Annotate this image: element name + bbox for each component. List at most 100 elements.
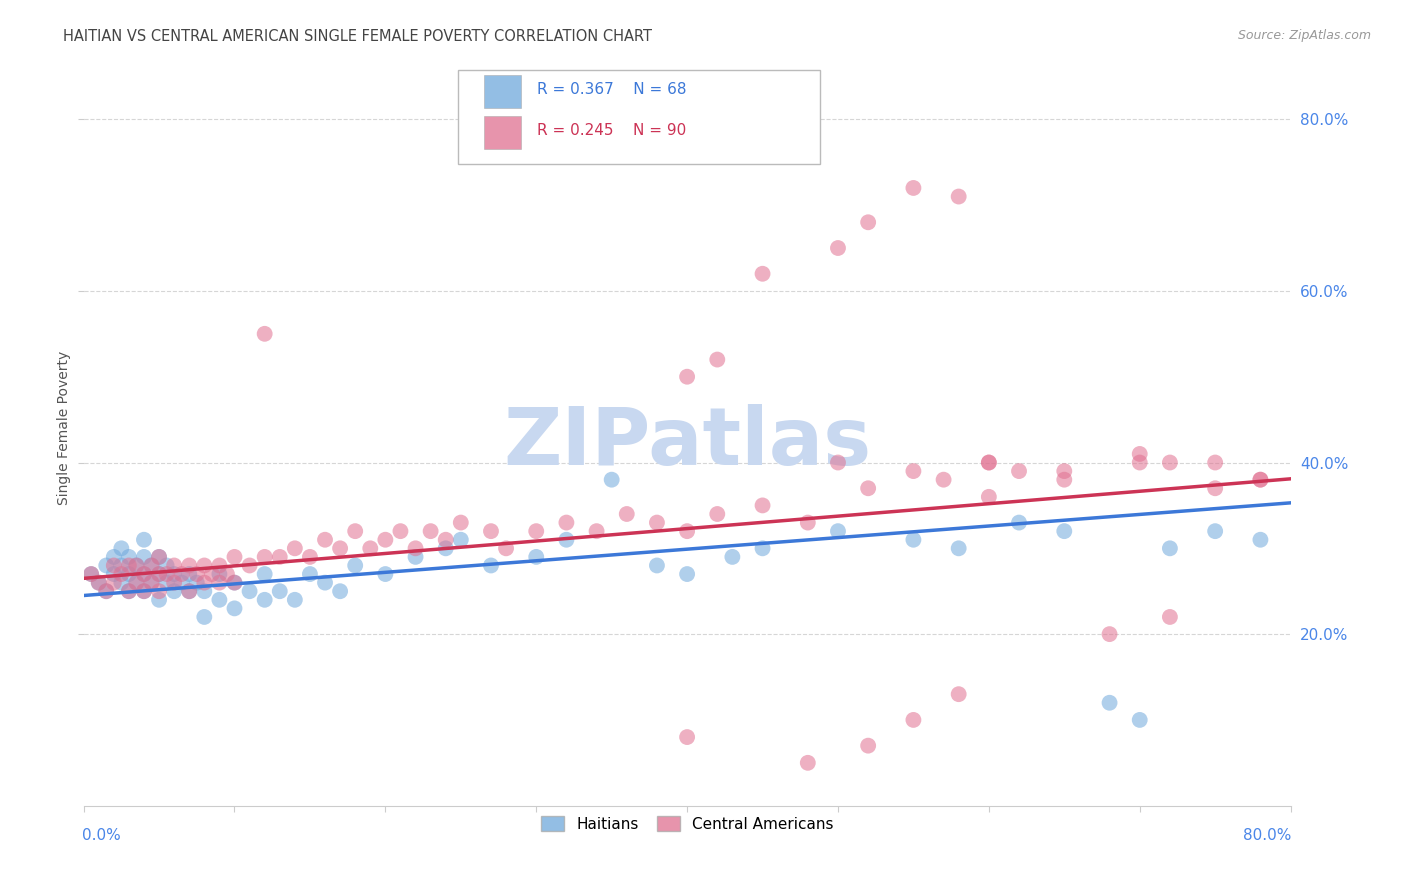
Point	[706, 352, 728, 367]
Point	[903, 713, 925, 727]
Point	[329, 541, 352, 556]
Point	[239, 558, 262, 573]
Point	[374, 567, 396, 582]
Point	[284, 592, 307, 607]
Point	[676, 369, 699, 384]
Point	[208, 575, 231, 590]
Point	[132, 549, 155, 564]
Point	[118, 558, 141, 573]
Point	[186, 575, 208, 590]
Point	[616, 507, 638, 521]
Point	[193, 584, 215, 599]
Point	[201, 567, 224, 582]
Point	[1098, 627, 1121, 641]
Point	[1053, 473, 1076, 487]
Point	[344, 558, 367, 573]
Point	[389, 524, 412, 538]
Point	[132, 584, 155, 599]
Point	[163, 575, 186, 590]
Point	[1204, 456, 1226, 470]
Point	[344, 524, 367, 538]
Point	[450, 533, 472, 547]
Point	[434, 533, 457, 547]
Point	[751, 541, 773, 556]
Point	[1249, 533, 1271, 547]
Point	[479, 558, 502, 573]
Point	[434, 541, 457, 556]
Point	[170, 575, 193, 590]
Point	[1249, 473, 1271, 487]
Point	[524, 524, 547, 538]
Point	[1159, 610, 1181, 624]
Point	[132, 533, 155, 547]
Point	[155, 567, 177, 582]
Point	[1008, 516, 1031, 530]
Legend: Haitians, Central Americans: Haitians, Central Americans	[533, 809, 841, 839]
Point	[600, 473, 623, 487]
Point	[148, 592, 170, 607]
Point	[253, 326, 276, 341]
Point	[96, 584, 118, 599]
Point	[298, 549, 321, 564]
Text: 0.0%: 0.0%	[83, 829, 121, 843]
Point	[141, 558, 163, 573]
Point	[1249, 473, 1271, 487]
Point	[110, 558, 132, 573]
Point	[479, 524, 502, 538]
Point	[96, 558, 118, 573]
Point	[179, 567, 201, 582]
Point	[450, 516, 472, 530]
FancyBboxPatch shape	[458, 70, 820, 164]
Point	[827, 241, 849, 255]
Point	[193, 575, 215, 590]
Point	[125, 558, 148, 573]
Point	[314, 575, 336, 590]
Point	[179, 558, 201, 573]
FancyBboxPatch shape	[484, 75, 520, 108]
Point	[676, 730, 699, 744]
Point	[977, 490, 1000, 504]
Text: Source: ZipAtlas.com: Source: ZipAtlas.com	[1237, 29, 1371, 42]
Point	[148, 584, 170, 599]
Point	[856, 215, 879, 229]
Point	[118, 567, 141, 582]
Point	[253, 592, 276, 607]
Point	[193, 610, 215, 624]
Point	[329, 584, 352, 599]
Point	[495, 541, 517, 556]
Point	[856, 481, 879, 495]
Point	[706, 507, 728, 521]
Point	[1204, 524, 1226, 538]
Point	[298, 567, 321, 582]
Point	[163, 558, 186, 573]
Point	[132, 584, 155, 599]
Point	[118, 584, 141, 599]
Point	[103, 558, 125, 573]
Point	[374, 533, 396, 547]
Point	[253, 549, 276, 564]
Point	[977, 456, 1000, 470]
Point	[170, 567, 193, 582]
Point	[208, 592, 231, 607]
Point	[1008, 464, 1031, 478]
Point	[148, 549, 170, 564]
Point	[110, 541, 132, 556]
Point	[751, 499, 773, 513]
Point	[132, 567, 155, 582]
Point	[1129, 456, 1152, 470]
Point	[1053, 524, 1076, 538]
Point	[132, 567, 155, 582]
Point	[903, 464, 925, 478]
Point	[269, 549, 291, 564]
Point	[148, 567, 170, 582]
Point	[405, 549, 427, 564]
Point	[827, 456, 849, 470]
Point	[96, 584, 118, 599]
Point	[103, 575, 125, 590]
Point	[239, 584, 262, 599]
Point	[141, 575, 163, 590]
Point	[645, 516, 668, 530]
Point	[87, 575, 110, 590]
Point	[208, 567, 231, 582]
Point	[314, 533, 336, 547]
